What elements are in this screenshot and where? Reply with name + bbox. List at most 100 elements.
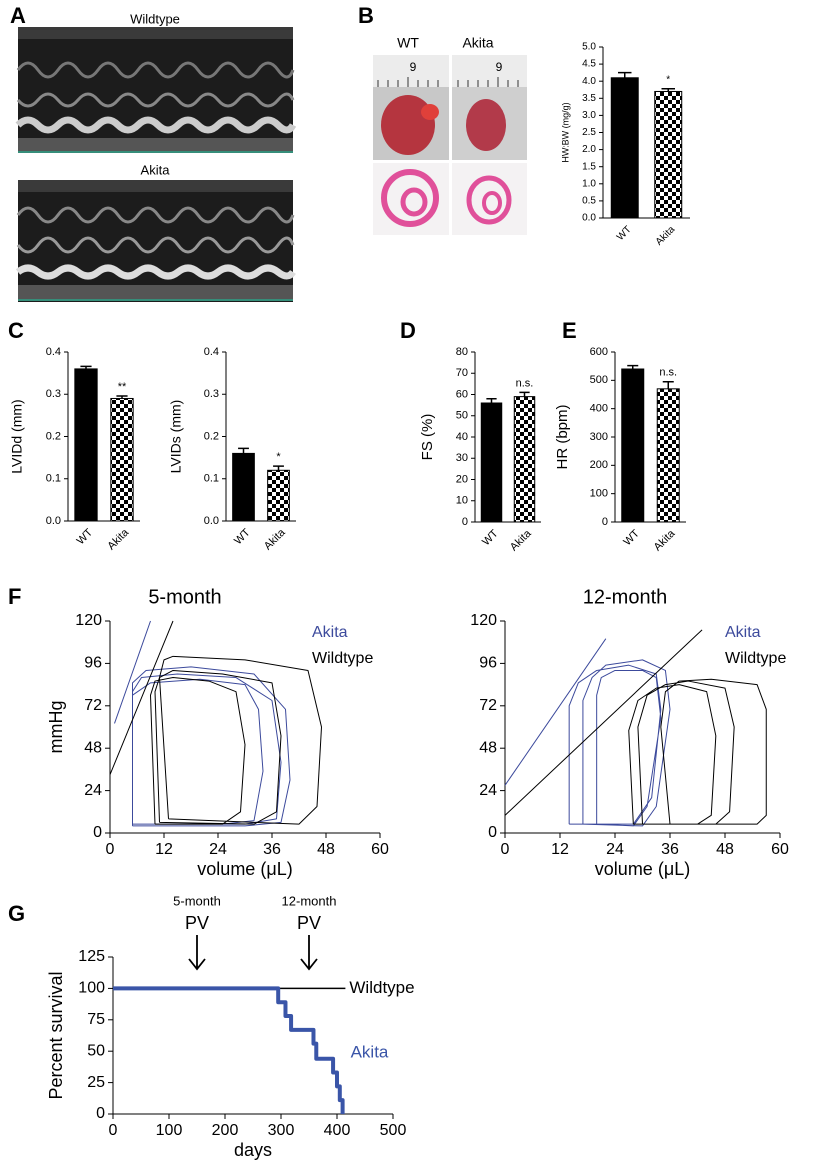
y-tick-label: 4.0	[582, 76, 596, 87]
x-tick-label: 36	[263, 841, 281, 858]
bar	[610, 77, 639, 219]
tissue-section	[373, 163, 527, 235]
x-tick-label: 0	[501, 841, 510, 858]
x-tick-label: 48	[317, 841, 335, 858]
x-tick-label: 60	[771, 841, 789, 858]
annotation-text: PV	[185, 913, 209, 933]
y-tick-label: 24	[479, 782, 497, 799]
y-tick-label: 0	[602, 516, 608, 528]
photo-label: Akita	[462, 35, 493, 51]
x-tick-label: 400	[324, 1122, 351, 1139]
panel-label: G	[8, 901, 25, 926]
echo-label: Akita	[141, 162, 171, 177]
y-axis-label: LVIDd (mm)	[9, 399, 25, 473]
annotation-text: 5-month	[173, 893, 221, 908]
y-tick-label: 125	[78, 948, 105, 965]
x-tick-label: 0	[109, 1122, 118, 1139]
series-line	[109, 620, 322, 825]
y-axis-label: mmHg	[46, 701, 66, 754]
y-tick-label: 0	[96, 1105, 105, 1122]
y-tick-label: 400	[590, 403, 608, 415]
y-tick-label: 2.0	[582, 144, 596, 155]
x-tick-label: 48	[716, 841, 734, 858]
bar	[656, 388, 680, 523]
x-tick-label: 0	[106, 841, 115, 858]
x-tick-label: 300	[268, 1122, 295, 1139]
y-tick-label: 96	[479, 655, 497, 672]
y-tick-label: 2.5	[582, 127, 596, 138]
y-tick-label: 3.0	[582, 110, 596, 121]
legend-label: Wildtype	[312, 650, 373, 667]
y-tick-label: 72	[479, 697, 497, 714]
y-tick-label: 10	[456, 495, 468, 507]
x-tick-label: 24	[606, 841, 624, 858]
panel-label: E	[562, 318, 577, 343]
panel-label: F	[8, 584, 21, 609]
y-tick-label: 0.2	[204, 430, 219, 442]
echo-image	[15, 180, 296, 302]
annotation-text: 12-month	[282, 893, 337, 908]
y-tick-label: 0.3	[204, 388, 219, 400]
y-tick-label: 75	[87, 1011, 105, 1028]
x-tick-label: 200	[212, 1122, 239, 1139]
significance-label: n.s.	[659, 367, 677, 379]
chart-title: 5-month	[148, 586, 221, 608]
annotation-text: PV	[297, 913, 321, 933]
panel-label: C	[8, 318, 24, 343]
y-tick-label: 0.4	[204, 346, 219, 358]
series-line	[504, 629, 767, 825]
y-tick-label: 96	[84, 655, 102, 672]
x-axis-label: days	[234, 1140, 272, 1160]
y-tick-label: 120	[470, 612, 497, 629]
bar	[621, 368, 645, 523]
y-tick-label: 0.0	[46, 515, 61, 527]
error-bar	[661, 87, 675, 92]
series-label: Wildtype	[349, 978, 414, 997]
y-tick-label: 72	[84, 697, 102, 714]
bar	[74, 368, 98, 522]
y-axis-label: HR (bpm)	[554, 404, 571, 469]
y-tick-label: 30	[456, 452, 468, 464]
y-axis-label: LVIDs (mm)	[168, 400, 184, 474]
error-bar	[273, 465, 284, 471]
x-tick-label: WT	[480, 527, 501, 548]
x-tick-label: 36	[661, 841, 679, 858]
y-tick-label: 0.0	[582, 213, 596, 224]
error-bar	[662, 381, 674, 389]
y-tick-label: 80	[456, 346, 468, 358]
panel-label: B	[358, 3, 374, 28]
y-tick-label: 500	[590, 374, 608, 386]
y-tick-label: 4.5	[582, 59, 596, 70]
y-tick-label: 48	[479, 739, 497, 756]
error-bar	[486, 398, 497, 403]
y-tick-label: 20	[456, 473, 468, 485]
x-tick-label: 12	[155, 841, 173, 858]
series-line	[504, 638, 671, 827]
y-tick-label: 100	[590, 488, 608, 500]
series-line	[114, 620, 291, 827]
y-tick-label: 3.5	[582, 93, 596, 104]
y-tick-label: 0.5	[582, 196, 596, 207]
y-tick-label: 1.0	[582, 178, 596, 189]
y-tick-label: 0.1	[46, 473, 61, 485]
y-tick-label: 0.2	[46, 430, 61, 442]
annotation-arrow	[300, 935, 318, 971]
panel-label: A	[10, 3, 26, 28]
x-tick-label: 12	[551, 841, 569, 858]
x-tick-label: Akita	[652, 527, 678, 553]
heart-photo	[373, 55, 527, 160]
y-tick-label: 0.0	[204, 515, 219, 527]
y-tick-label: 5.0	[582, 42, 596, 53]
legend-label: Wildtype	[725, 650, 786, 667]
y-tick-label: 50	[456, 410, 468, 422]
error-bar	[238, 447, 249, 454]
y-tick-label: 70	[456, 367, 468, 379]
x-tick-label: Akita	[654, 224, 678, 248]
y-tick-label: 0.1	[204, 473, 219, 485]
significance-label: **	[118, 381, 127, 393]
y-tick-label: 40	[456, 431, 468, 443]
y-tick-label: 100	[78, 980, 105, 997]
y-tick-label: 25	[87, 1074, 105, 1091]
panel-label: D	[400, 318, 416, 343]
